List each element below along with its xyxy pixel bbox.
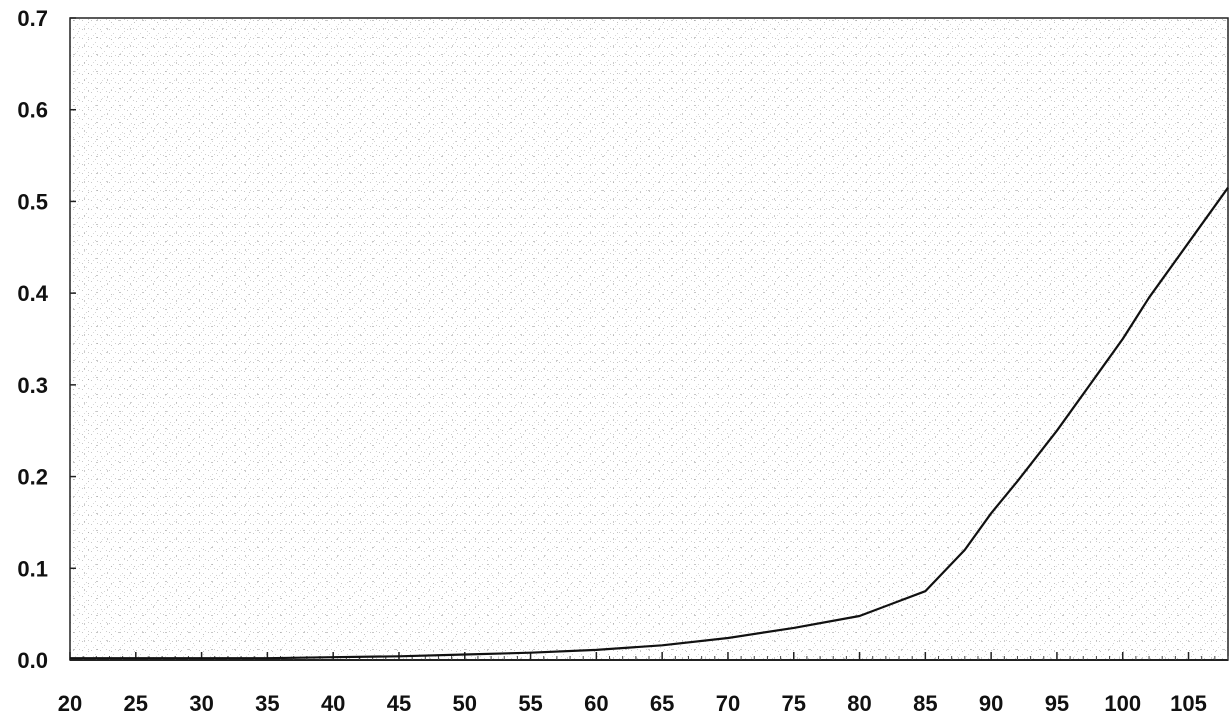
x-tick-label: 95: [1045, 691, 1069, 716]
series-line: [70, 187, 1229, 660]
x-tick-label: 40: [321, 691, 345, 716]
x-tick-label: 85: [913, 691, 937, 716]
x-tick-label: 50: [453, 691, 477, 716]
x-tick-label: 105: [1170, 691, 1207, 716]
x-tick-label: 25: [124, 691, 148, 716]
x-tick-label: 80: [847, 691, 871, 716]
x-axis: 20 25 30 35 40 45 50 55 60 65 70 75 80 85 90 95 100 105: [58, 652, 1229, 716]
y-tick-label: 0.0: [17, 648, 48, 673]
x-tick-label: 60: [584, 691, 608, 716]
x-tick-label: 70: [716, 691, 740, 716]
x-tick-label: 90: [979, 691, 1003, 716]
x-tick-label: 45: [387, 691, 411, 716]
y-tick-label: 0.5: [17, 189, 48, 214]
x-tick-label: 65: [650, 691, 674, 716]
y-tick-label: 0.2: [17, 465, 48, 490]
x-tick-label: 55: [518, 691, 542, 716]
series-group: [70, 187, 1229, 660]
x-tick-label: 100: [1104, 691, 1141, 716]
y-tick-label: 0.1: [17, 556, 48, 581]
plot-texture-secondary: [70, 18, 1228, 660]
y-tick-label: 0.4: [17, 281, 48, 306]
x-tick-label: 35: [255, 691, 279, 716]
y-tick-label: 0.6: [17, 98, 48, 123]
y-tick-label: 0.7: [17, 6, 48, 31]
x-tick-label: 75: [782, 691, 806, 716]
y-tick-label: 0.3: [17, 373, 48, 398]
x-tick-label: 30: [189, 691, 213, 716]
x-tick-label: 20: [58, 691, 82, 716]
y-axis: 0.0 0.1 0.2 0.3 0.4 0.5 0.6 0.7: [17, 6, 76, 673]
